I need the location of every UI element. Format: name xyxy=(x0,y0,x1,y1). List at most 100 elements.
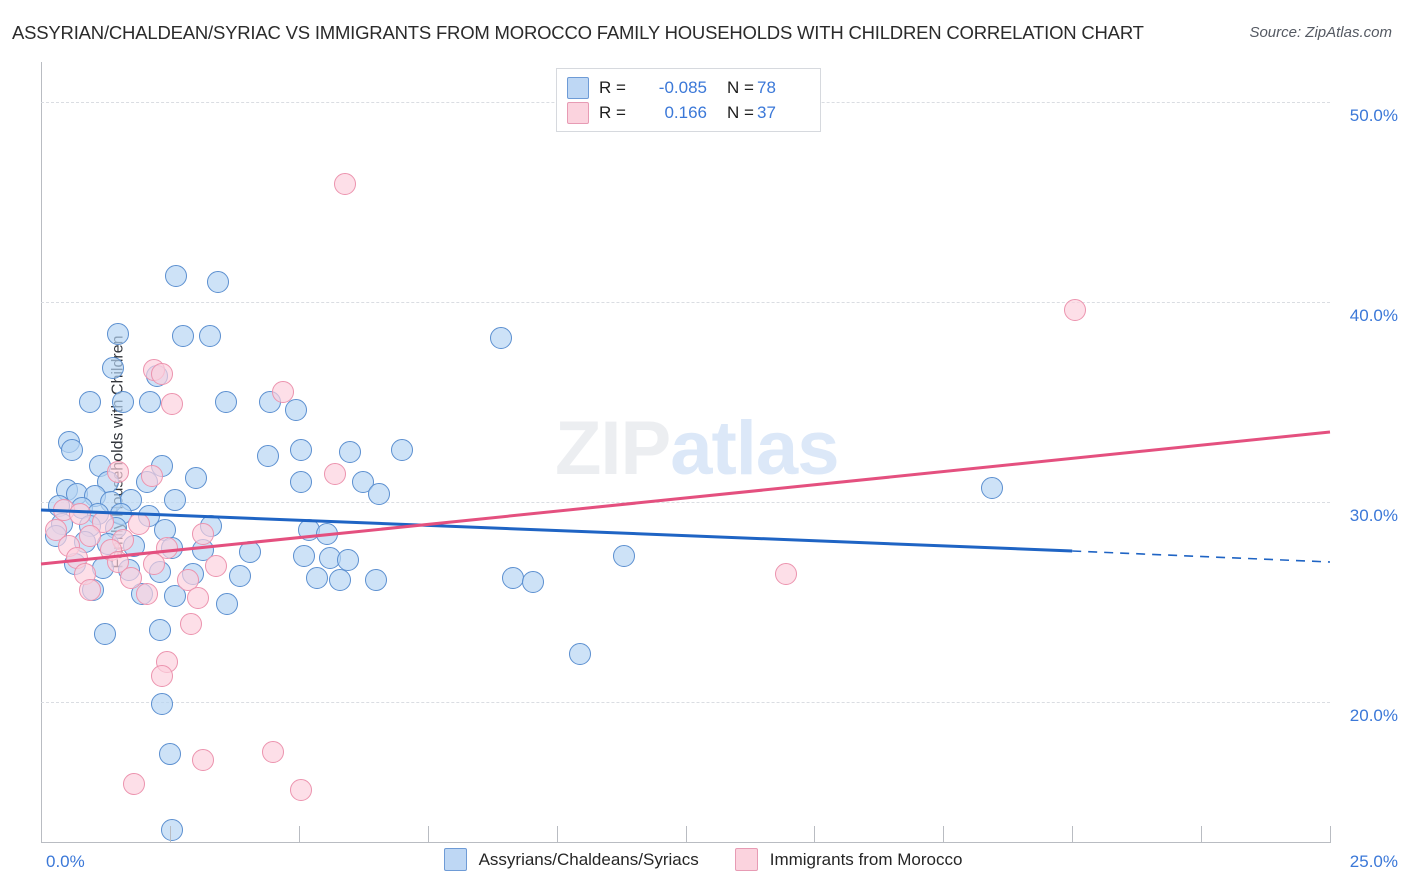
data-point[interactable] xyxy=(78,525,101,547)
data-point[interactable] xyxy=(94,623,117,645)
data-point[interactable] xyxy=(148,619,171,641)
x-axis-min-label: 0.0% xyxy=(46,852,85,871)
data-point[interactable] xyxy=(290,471,313,493)
data-point[interactable] xyxy=(612,545,635,567)
data-point[interactable] xyxy=(334,173,357,195)
data-point[interactable] xyxy=(139,391,162,413)
data-point[interactable] xyxy=(161,819,184,841)
data-point[interactable] xyxy=(151,693,174,715)
data-point[interactable] xyxy=(367,483,390,505)
legend-color-morocco xyxy=(734,848,758,871)
legend-label-assyrian: Assyrians/Chaldeans/Syriacs xyxy=(478,849,699,869)
x-axis-tick xyxy=(169,826,171,842)
data-point[interactable] xyxy=(112,391,135,413)
data-point[interactable] xyxy=(165,265,188,287)
data-point[interactable] xyxy=(490,327,513,349)
data-point[interactable] xyxy=(187,587,210,609)
data-point[interactable] xyxy=(272,381,295,403)
data-point[interactable] xyxy=(192,749,215,771)
legend-row-blue: R = -0.085 N = 78 xyxy=(567,75,810,100)
legend-n-value-pink: 37 xyxy=(757,102,776,122)
data-point[interactable] xyxy=(205,555,228,577)
y-axis-tick-label: 30.0% xyxy=(1349,506,1398,525)
x-axis-tick xyxy=(1072,826,1074,842)
data-point[interactable] xyxy=(120,567,143,589)
data-point[interactable] xyxy=(290,439,313,461)
legend-r-label-pink: R = xyxy=(599,102,626,122)
data-point[interactable] xyxy=(158,743,181,765)
x-axis-line xyxy=(41,842,1331,843)
trend-line-assyrian xyxy=(40,508,1073,553)
data-point[interactable] xyxy=(339,441,362,463)
data-point[interactable] xyxy=(184,467,207,489)
y-axis-tick-label: 50.0% xyxy=(1349,106,1398,125)
data-point[interactable] xyxy=(164,585,187,607)
data-point[interactable] xyxy=(292,545,315,567)
gridline xyxy=(41,302,1330,303)
data-point[interactable] xyxy=(215,593,238,615)
data-point[interactable] xyxy=(568,643,591,665)
legend-item-assyrian[interactable]: Assyrians/Chaldeans/Syriacs xyxy=(443,848,699,871)
x-axis-tick xyxy=(427,826,429,842)
gridline xyxy=(41,702,1330,703)
data-point[interactable] xyxy=(1063,299,1086,321)
data-point[interactable] xyxy=(60,439,83,461)
data-point[interactable] xyxy=(775,563,798,585)
data-point[interactable] xyxy=(390,439,413,461)
data-point[interactable] xyxy=(135,583,158,605)
x-axis-tick xyxy=(298,826,300,842)
legend-r-label-blue: R = xyxy=(599,77,626,97)
data-point[interactable] xyxy=(68,503,91,525)
data-point[interactable] xyxy=(102,357,125,379)
data-point[interactable] xyxy=(161,393,184,415)
data-point[interactable] xyxy=(176,569,199,591)
legend-swatch-morocco xyxy=(567,101,589,124)
x-axis-tick xyxy=(814,826,816,842)
source-label: Source: ZipAtlas.com xyxy=(1249,24,1392,41)
legend-item-morocco[interactable]: Immigrants from Morocco xyxy=(734,848,962,871)
trend-lines xyxy=(40,430,1331,566)
data-point[interactable] xyxy=(228,565,251,587)
data-point[interactable] xyxy=(285,399,308,421)
x-axis-tick xyxy=(1330,826,1331,842)
data-point[interactable] xyxy=(207,271,230,293)
data-point[interactable] xyxy=(262,741,285,763)
data-point[interactable] xyxy=(151,363,174,385)
data-point[interactable] xyxy=(323,463,346,485)
data-point[interactable] xyxy=(151,665,174,687)
data-point[interactable] xyxy=(140,465,163,487)
data-point[interactable] xyxy=(45,519,68,541)
data-point[interactable] xyxy=(305,567,328,589)
y-axis-tick-label: 20.0% xyxy=(1349,706,1398,725)
data-point[interactable] xyxy=(179,613,202,635)
data-point[interactable] xyxy=(171,325,194,347)
data-point[interactable] xyxy=(107,461,130,483)
data-point[interactable] xyxy=(329,569,352,591)
y-axis-line xyxy=(41,62,42,842)
data-point[interactable] xyxy=(164,489,187,511)
data-point[interactable] xyxy=(981,477,1004,499)
data-point[interactable] xyxy=(156,537,179,559)
legend-row-pink: R = 0.166 N = 37 xyxy=(567,100,810,125)
data-point[interactable] xyxy=(78,391,101,413)
legend-r-value-blue: -0.085 xyxy=(658,77,707,97)
data-point[interactable] xyxy=(107,323,130,345)
page-title: ASSYRIAN/CHALDEAN/SYRIAC VS IMMIGRANTS F… xyxy=(12,22,1144,43)
legend-color-assyrian xyxy=(443,848,467,871)
y-axis-title-wrap: Family Households with Children xyxy=(8,62,126,842)
data-point[interactable] xyxy=(365,569,388,591)
data-point[interactable] xyxy=(192,523,215,545)
scatter-plot-area: ZIPatlas xyxy=(40,62,1331,842)
data-point[interactable] xyxy=(122,773,145,795)
data-point[interactable] xyxy=(214,391,237,413)
y-axis-tick-label: 40.0% xyxy=(1349,306,1398,325)
data-point[interactable] xyxy=(290,779,313,801)
data-point[interactable] xyxy=(199,325,222,347)
data-point[interactable] xyxy=(78,579,101,601)
data-point[interactable] xyxy=(256,445,279,467)
data-point[interactable] xyxy=(522,571,545,593)
gridline xyxy=(41,502,1330,503)
legend-n-value-blue: 78 xyxy=(757,77,776,97)
x-axis-tick xyxy=(1201,826,1203,842)
data-point[interactable] xyxy=(336,549,359,571)
